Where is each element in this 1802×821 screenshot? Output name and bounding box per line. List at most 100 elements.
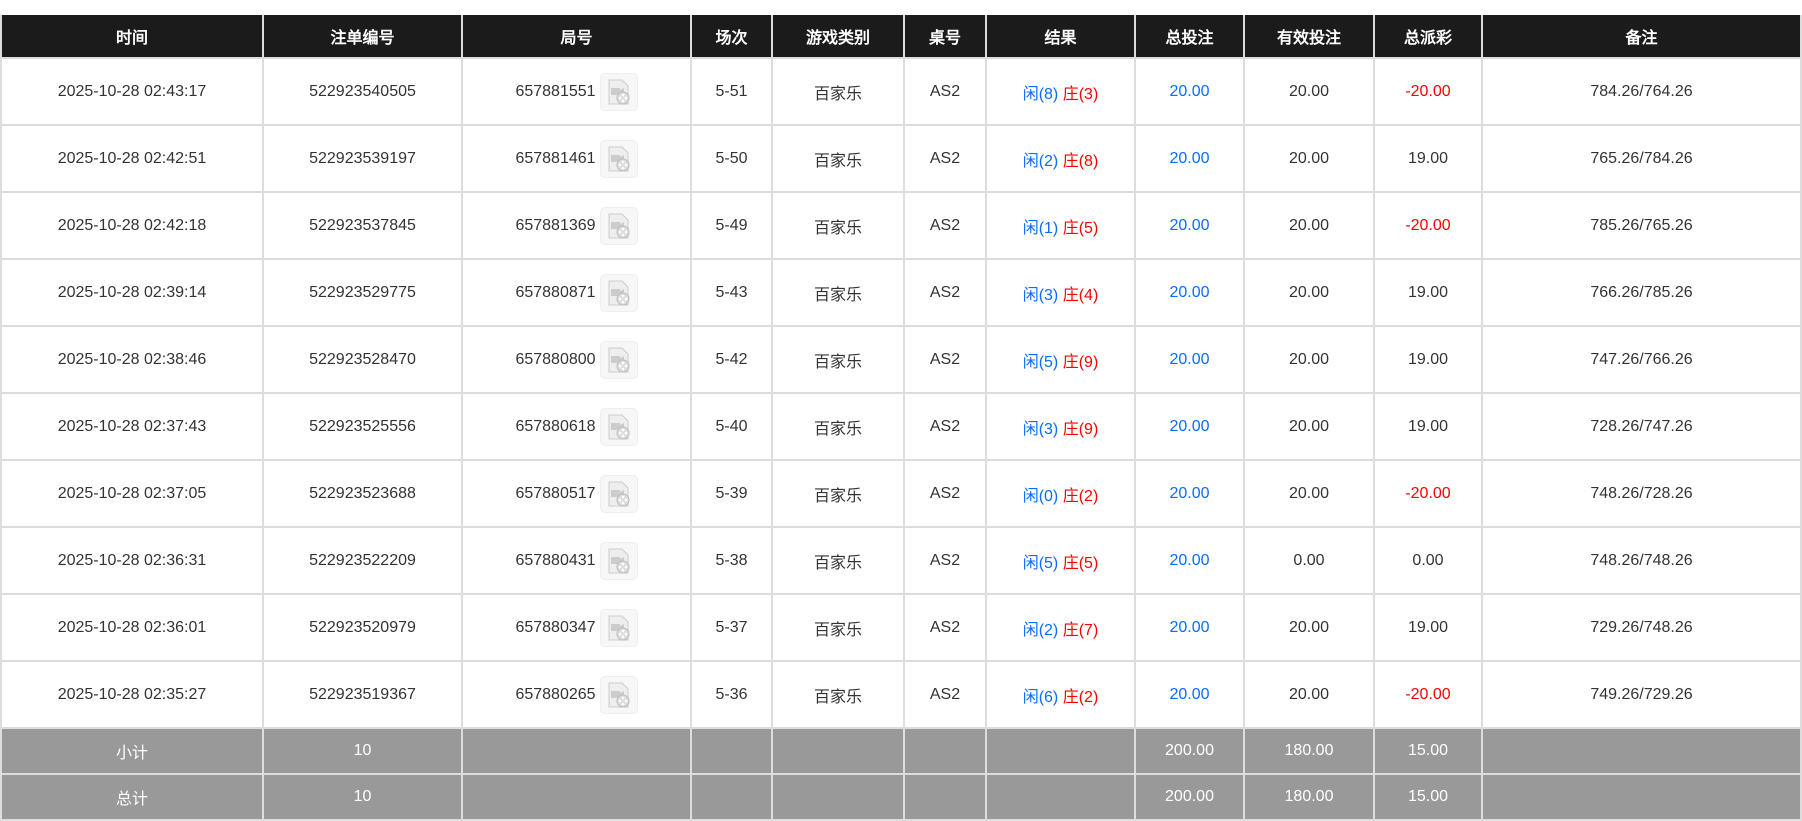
bet-id-cell: 522923540505 [262,57,463,126]
table-row: 2025-10-28 02:42:18 522923537845 6578813… [0,191,1802,260]
table-row: 2025-10-28 02:43:17 522923540505 6578815… [0,57,1802,126]
result-cell: 闲(8) 庄(3) [985,57,1136,126]
result-cell: 闲(3) 庄(9) [985,392,1136,461]
player-result: 闲(5) [1022,353,1059,371]
valid-bet-cell: 20.00 [1243,191,1375,260]
payout-cell: 19.00 [1373,258,1483,327]
bet-id-cell: 522923522209 [262,526,463,595]
table-cell: AS2 [903,593,987,662]
valid-bet-cell: 20.00 [1243,459,1375,528]
shoe-cell: 5-38 [690,526,773,595]
summary-valid-bet: 180.00 [1243,773,1375,821]
video-file-icon[interactable] [599,608,638,647]
valid-bet-cell: 20.00 [1243,124,1375,193]
round-number: 657880800 [515,350,596,368]
table-cell: AS2 [903,57,987,126]
summary-label: 总计 [0,773,264,821]
shoe-cell: 5-40 [690,392,773,461]
video-file-icon[interactable] [599,273,638,312]
time-cell: 2025-10-28 02:35:27 [0,660,264,729]
result-cell: 闲(6) 庄(2) [985,660,1136,729]
game-cell: 百家乐 [771,392,905,461]
column-header: 局号 [461,15,692,59]
time-cell: 2025-10-28 02:36:31 [0,526,264,595]
total-bet-cell: 20.00 [1134,392,1245,461]
summary-row: 小计 10 200.00 180.00 15.00 [0,727,1802,775]
result-cell: 闲(5) 庄(9) [985,325,1136,394]
payout-cell: 19.00 [1373,124,1483,193]
shoe-cell: 5-50 [690,124,773,193]
column-header: 时间 [0,15,264,59]
summary-payout: 15.00 [1373,727,1483,775]
bet-id-cell: 522923528470 [262,325,463,394]
round-cell: 657880618 [461,392,692,461]
banker-result: 庄(9) [1062,353,1099,371]
video-file-icon[interactable] [599,72,638,111]
valid-bet-cell: 20.00 [1243,258,1375,327]
payout-cell: 0.00 [1373,526,1483,595]
bet-id-cell: 522923520979 [262,593,463,662]
player-result: 闲(2) [1022,152,1059,170]
table-row: 2025-10-28 02:35:27 522923519367 6578802… [0,660,1802,729]
total-bet-cell: 20.00 [1134,325,1245,394]
note-cell: 766.26/785.26 [1481,258,1802,327]
round-number: 657880517 [515,484,596,502]
table-cell: AS2 [903,258,987,327]
video-file-icon[interactable] [599,541,638,580]
round-cell: 657880800 [461,325,692,394]
table-row: 2025-10-28 02:36:01 522923520979 6578803… [0,593,1802,662]
shoe-cell: 5-37 [690,593,773,662]
column-header: 总投注 [1134,15,1245,59]
summary-count: 10 [262,727,463,775]
video-file-icon[interactable] [599,340,638,379]
result-cell: 闲(1) 庄(5) [985,191,1136,260]
round-number: 657880871 [515,283,596,301]
game-cell: 百家乐 [771,526,905,595]
note-cell: 749.26/729.26 [1481,660,1802,729]
shoe-cell: 5-39 [690,459,773,528]
table-cell: AS2 [903,325,987,394]
bet-id-cell: 522923537845 [262,191,463,260]
note-cell: 784.26/764.26 [1481,57,1802,126]
column-header: 备注 [1481,15,1802,59]
summary-total-bet: 200.00 [1134,727,1245,775]
note-cell: 748.26/728.26 [1481,459,1802,528]
game-cell: 百家乐 [771,258,905,327]
time-cell: 2025-10-28 02:36:01 [0,593,264,662]
summary-payout: 15.00 [1373,773,1483,821]
column-header: 总派彩 [1373,15,1483,59]
payout-cell: 19.00 [1373,325,1483,394]
round-cell: 657880871 [461,258,692,327]
player-result: 闲(1) [1022,219,1059,237]
shoe-cell: 5-43 [690,258,773,327]
table-row: 2025-10-28 02:37:43 522923525556 6578806… [0,392,1802,461]
shoe-cell: 5-36 [690,660,773,729]
video-file-icon[interactable] [599,675,638,714]
total-bet-cell: 20.00 [1134,459,1245,528]
video-file-icon[interactable] [599,474,638,513]
round-number: 657881551 [515,82,596,100]
time-cell: 2025-10-28 02:43:17 [0,57,264,126]
banker-result: 庄(2) [1062,688,1099,706]
time-cell: 2025-10-28 02:42:18 [0,191,264,260]
result-cell: 闲(0) 庄(2) [985,459,1136,528]
banker-result: 庄(3) [1062,85,1099,103]
result-cell: 闲(3) 庄(4) [985,258,1136,327]
note-cell: 748.26/748.26 [1481,526,1802,595]
column-header: 注单编号 [262,15,463,59]
round-number: 657880431 [515,551,596,569]
payout-cell: -20.00 [1373,191,1483,260]
valid-bet-cell: 20.00 [1243,660,1375,729]
summary-total-bet: 200.00 [1134,773,1245,821]
round-cell: 657880431 [461,526,692,595]
table-cell: AS2 [903,191,987,260]
player-result: 闲(3) [1022,420,1059,438]
video-file-icon[interactable] [599,407,638,446]
column-header: 游戏类别 [771,15,905,59]
game-cell: 百家乐 [771,660,905,729]
video-file-icon[interactable] [599,139,638,178]
video-file-icon[interactable] [599,206,638,245]
total-bet-cell: 20.00 [1134,191,1245,260]
table-cell: AS2 [903,526,987,595]
payout-cell: -20.00 [1373,57,1483,126]
